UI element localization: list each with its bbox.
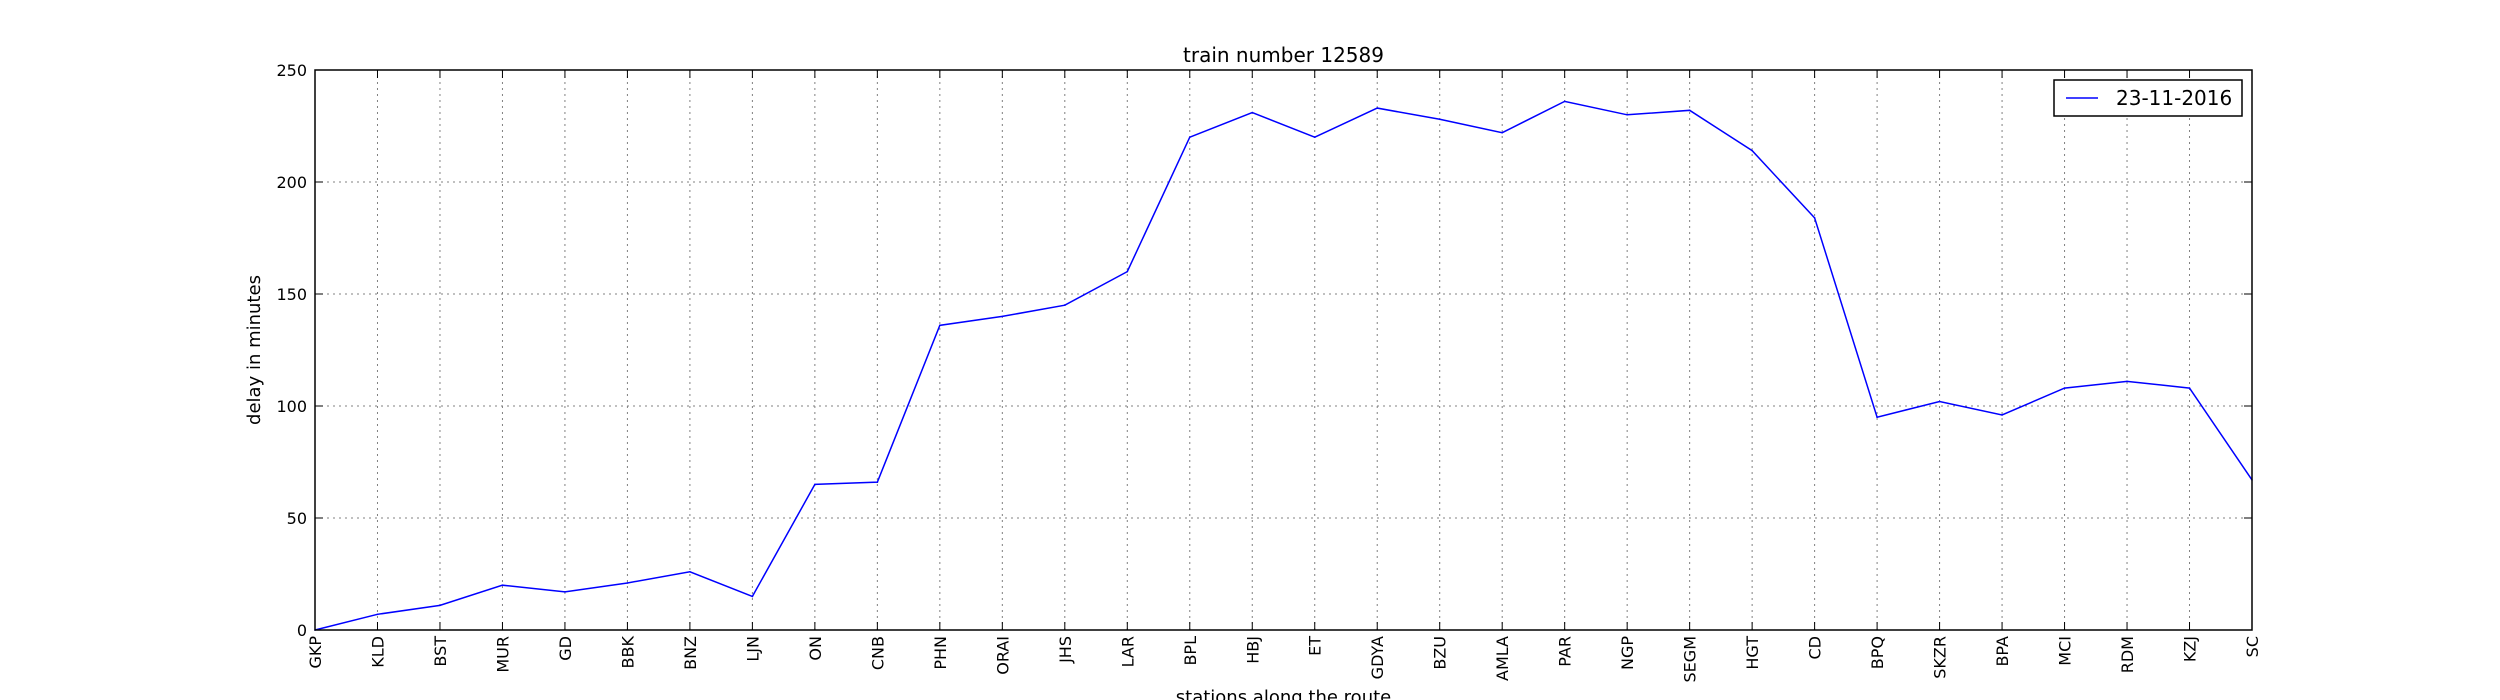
x-tick-label: PHN [931, 636, 950, 670]
x-tick-label: GDYA [1368, 636, 1387, 679]
x-tick-label: SC [2243, 636, 2262, 657]
data-point [1376, 107, 1379, 109]
x-tick-label: AMLA [1493, 636, 1512, 681]
x-tick-label: RDM [2118, 636, 2137, 673]
x-tick-label: BBK [618, 636, 637, 669]
x-tick-label: BPL [1181, 636, 1200, 666]
x-tick-label: BPA [1993, 636, 2012, 667]
data-point [1001, 315, 1004, 318]
x-tick-label: KLD [368, 636, 387, 668]
x-tick-label: NGP [1618, 636, 1637, 670]
x-tick-label: CD [1806, 636, 1825, 660]
data-point [439, 604, 441, 607]
x-tick-label: HBJ [1243, 636, 1262, 664]
data-point [2063, 387, 2066, 389]
x-tick-label: MUR [493, 636, 512, 673]
data-point [1251, 111, 1254, 114]
x-tick-label: CNB [868, 636, 887, 670]
data-point [1438, 118, 1441, 121]
data-point [2001, 414, 2003, 416]
data-point [501, 584, 504, 586]
x-tick-label: JHS [1056, 636, 1075, 664]
data-point [626, 582, 629, 584]
data-point [1563, 100, 1566, 103]
y-axis: 0 50 100 150 200 250 [276, 61, 2252, 640]
x-tick-label: GD [556, 636, 575, 661]
data-point [564, 591, 566, 593]
x-axis: GKP KLD BST MUR GD BBK BNZ LJN ON CNB PHN ORAI JHS LA… [306, 70, 2262, 682]
data-point [1626, 114, 1628, 116]
data-point [689, 570, 691, 573]
x-tick-label: ET [1306, 636, 1325, 656]
y-axis-title: delay in minutes [244, 275, 265, 425]
x-tick-label: LJN [743, 636, 762, 662]
x-tick-label: BZU [1431, 636, 1450, 670]
y-tick-label: 250 [276, 61, 307, 80]
x-tick-label: PAR [1556, 636, 1575, 667]
series-layer [314, 100, 2253, 631]
data-point [939, 324, 941, 327]
data-point [876, 481, 879, 483]
data-point [1688, 109, 1691, 112]
data-point [814, 483, 816, 486]
x-tick-label: SEGM [1681, 636, 1700, 682]
data-point [1188, 136, 1191, 138]
data-point [1501, 131, 1503, 134]
x-tick-label: BPQ [1868, 636, 1887, 669]
grid [314, 69, 2253, 631]
y-tick-label: 100 [276, 397, 307, 416]
y-tick-label: 150 [276, 285, 307, 304]
data-point [1876, 416, 1878, 419]
plot-frame [314, 69, 2253, 631]
x-tick-label: GKP [306, 636, 325, 669]
x-tick-label: BST [431, 636, 450, 667]
data-point [2126, 380, 2128, 383]
legend-label: 23-11-2016 [2116, 86, 2232, 110]
data-point [1751, 149, 1753, 152]
y-tick-label: 50 [287, 509, 307, 528]
x-axis-title: stations along the route [1176, 687, 1391, 700]
chart-title: train number 12589 [1183, 43, 1384, 67]
data-point [1938, 400, 1941, 403]
data-point [751, 595, 754, 598]
x-tick-label: SKZR [1931, 636, 1950, 679]
x-tick-label: ON [806, 636, 825, 661]
x-tick-label: LAR [1118, 636, 1137, 667]
data-point [1313, 136, 1316, 138]
x-tick-label: KZJ [2181, 636, 2200, 662]
data-point [1064, 304, 1066, 307]
x-tick-label: MCI [2056, 636, 2075, 666]
x-tick-label: ORAI [993, 636, 1012, 675]
x-tick-label: HGT [1743, 636, 1762, 670]
y-tick-label: 0 [297, 621, 307, 640]
series-line [314, 100, 2253, 631]
data-point [1126, 270, 1129, 273]
data-point [2188, 387, 2191, 389]
data-point [376, 613, 379, 616]
data-point [1813, 217, 1816, 219]
x-tick-label: BNZ [681, 636, 700, 670]
y-tick-label: 200 [276, 173, 307, 192]
legend: 23-11-2016 [2053, 79, 2243, 117]
